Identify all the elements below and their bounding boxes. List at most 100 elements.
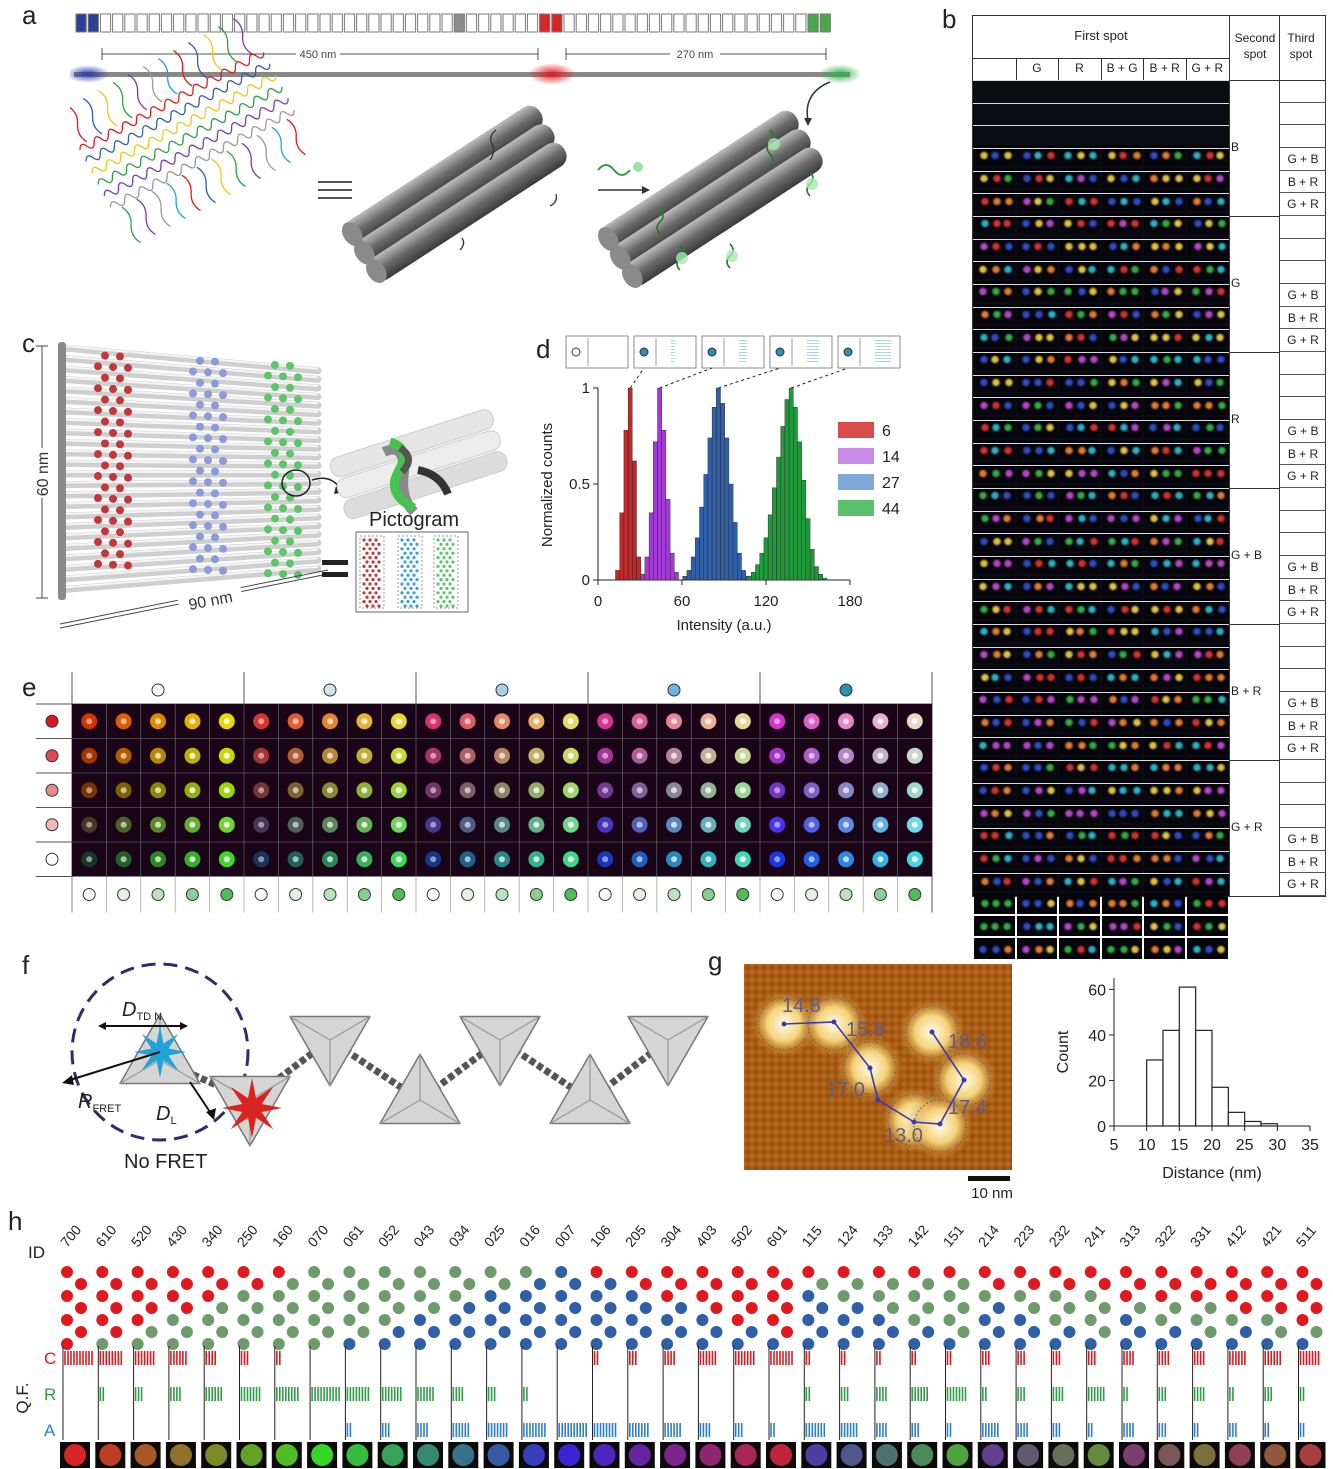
spot-cell xyxy=(1016,439,1058,461)
dye-dot xyxy=(211,489,219,498)
dye-dot xyxy=(204,478,212,487)
hist-bar xyxy=(661,430,667,581)
pictogram-dot xyxy=(368,556,372,560)
spot-cell xyxy=(1187,417,1228,438)
fluorophore-star xyxy=(222,1078,282,1138)
pictogram-dot xyxy=(368,538,372,542)
pattern-dot xyxy=(872,1290,885,1302)
pattern-dot xyxy=(414,1290,426,1302)
dye-dot xyxy=(196,444,204,453)
dye-dot xyxy=(219,566,227,575)
spot-cell xyxy=(974,371,1015,393)
pattern-dot xyxy=(696,1290,709,1302)
pictogram-dot xyxy=(412,547,416,551)
spot-cell xyxy=(1101,553,1143,574)
pattern-dot xyxy=(392,1302,405,1314)
spot-cell xyxy=(1101,167,1143,189)
pattern-id: 412 xyxy=(1222,1222,1249,1250)
spot-cell xyxy=(1144,258,1185,279)
gh-ylabel: Count xyxy=(1055,1030,1072,1073)
distance-bar xyxy=(1211,1086,1229,1127)
pattern-dot xyxy=(1134,1302,1146,1314)
spot-cell xyxy=(974,643,1015,665)
dye-dot xyxy=(189,521,197,530)
spot-cell xyxy=(1187,190,1228,211)
dye-dot xyxy=(294,373,302,382)
afm-distance-label: 14.8 xyxy=(782,995,821,1017)
pattern-dot xyxy=(745,1326,758,1338)
spot-cell xyxy=(1187,621,1228,642)
helix-tube xyxy=(60,548,322,572)
pattern-dot xyxy=(1063,1326,1076,1338)
e-spot-core xyxy=(705,718,712,725)
peak-guide xyxy=(629,367,645,389)
e-spot-core xyxy=(774,752,781,759)
pattern-dot xyxy=(625,1314,638,1326)
pattern-dot xyxy=(710,1302,723,1314)
grid-line xyxy=(973,148,1229,149)
e-spot-core xyxy=(499,821,505,828)
dye-dot xyxy=(116,440,124,449)
spot-cell xyxy=(1144,893,1185,914)
pattern-dot xyxy=(251,1302,264,1314)
pattern-dot xyxy=(1014,1338,1027,1350)
spot-cell xyxy=(1101,417,1143,438)
spot-cell xyxy=(1059,847,1100,869)
pattern-dot xyxy=(237,1338,250,1350)
hist-bar xyxy=(707,437,713,581)
spot-cell xyxy=(1187,303,1228,325)
e-spot-core xyxy=(877,856,884,863)
pictogram-dot xyxy=(377,569,381,573)
e-spot-core xyxy=(258,787,265,794)
pictogram-dot xyxy=(365,604,369,608)
pattern-dot xyxy=(1310,1302,1323,1314)
pattern-id: 403 xyxy=(692,1222,719,1250)
pattern-dot xyxy=(272,1290,285,1302)
spot-cell xyxy=(1016,779,1058,801)
hist-bar xyxy=(632,460,637,581)
spot-cell xyxy=(974,847,1015,869)
dye-dot xyxy=(211,511,219,520)
helix-strand xyxy=(79,52,265,151)
pattern-dot xyxy=(166,1314,179,1326)
pattern-dot xyxy=(802,1314,815,1326)
e-row-circle xyxy=(45,714,59,728)
pictogram-dot xyxy=(403,578,407,582)
pattern-dot xyxy=(145,1302,158,1314)
bead xyxy=(311,1444,334,1466)
spot-cell xyxy=(1016,598,1058,619)
panel-label-b: b xyxy=(942,4,957,34)
spot-cell xyxy=(1016,825,1058,846)
col-label: R xyxy=(1075,61,1084,75)
pattern-id: 106 xyxy=(587,1222,614,1250)
spot-cell xyxy=(1144,281,1185,302)
pattern-dot xyxy=(110,1302,123,1314)
e-bottom-circle xyxy=(323,888,337,901)
pictogram-dot xyxy=(365,551,369,555)
pattern-dot xyxy=(590,1290,603,1302)
e-spot-core xyxy=(843,821,849,828)
panel-e-figure xyxy=(36,672,933,913)
pattern-dot xyxy=(625,1266,638,1278)
e-spot-core xyxy=(705,821,712,828)
spot-cell xyxy=(1187,915,1228,937)
staple-box xyxy=(258,13,270,33)
e-spot-core xyxy=(223,856,230,863)
bead xyxy=(417,1444,439,1466)
e-header-circle xyxy=(839,683,853,697)
pattern-id: 430 xyxy=(163,1222,190,1250)
spot-cell xyxy=(1016,167,1058,189)
e-spot-core xyxy=(774,821,781,828)
hist-bar xyxy=(763,537,769,581)
e-spot-core xyxy=(808,787,815,794)
panel-label-g: g xyxy=(708,946,723,976)
e-spot-core xyxy=(567,787,574,794)
pattern-dot xyxy=(414,1266,426,1278)
afm-node xyxy=(875,1097,881,1103)
afm-circle xyxy=(905,1005,959,1059)
pattern-icon-circle xyxy=(639,347,649,357)
hist-bar xyxy=(682,575,688,581)
spot-cell xyxy=(1101,825,1143,846)
spot-cell xyxy=(1016,689,1058,710)
spot-cell xyxy=(1144,802,1185,823)
